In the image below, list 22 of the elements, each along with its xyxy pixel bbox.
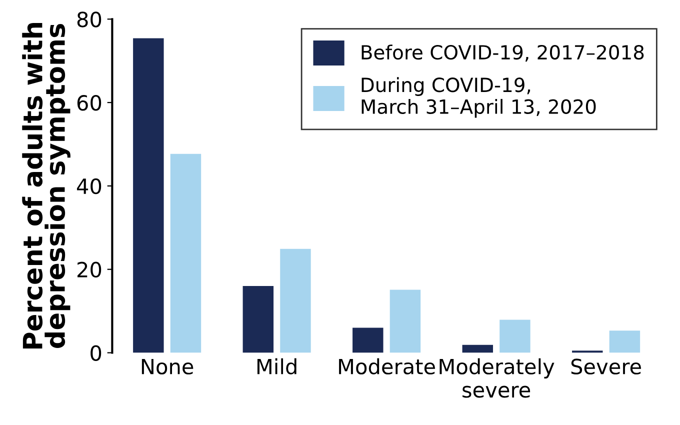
x-tick-label: Mild: [257, 358, 296, 374]
legend-label: Before COVID-19, 2017–2018: [362, 44, 644, 62]
bar: [352, 328, 384, 353]
bar: [280, 248, 311, 353]
bar: [390, 290, 421, 353]
x-tick-label: None: [142, 358, 194, 374]
bar: [609, 330, 640, 353]
y-tick-label: 60: [77, 94, 102, 111]
bar: [170, 154, 202, 353]
bar: [462, 344, 494, 353]
y-tick-label: 40: [76, 178, 102, 194]
bar: [500, 320, 530, 353]
y-tick-label: 80: [77, 12, 102, 28]
y-axis-title: Percent of adults with depression symptoms: [22, 22, 70, 349]
bar: [242, 286, 274, 353]
x-tick-label: Moderate: [339, 358, 435, 374]
y-tick-label: 0: [90, 345, 102, 361]
x-tick-label: Moderately severe: [440, 358, 554, 398]
y-tick-label: 20: [77, 262, 102, 278]
x-tick-label: Severe: [571, 358, 641, 374]
legend-label: During COVID-19, March 31–April 13, 2020: [362, 77, 596, 118]
bar: [133, 38, 164, 353]
